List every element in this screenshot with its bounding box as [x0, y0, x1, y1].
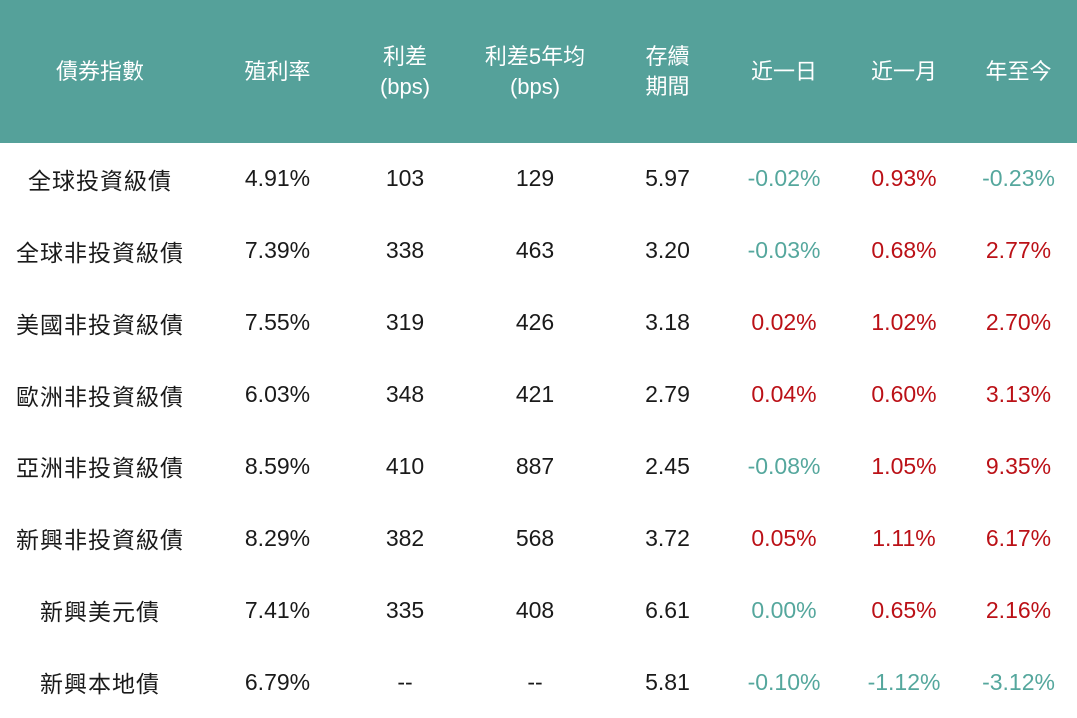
table-row: 新興本地債 6.79% -- -- 5.81 -0.10% -1.12% -3.… [0, 646, 1077, 718]
change-ytd-value: -0.23% [982, 165, 1055, 192]
table-row: 亞洲非投資級債 8.59% 410 887 2.45 -0.08% 1.05% … [0, 431, 1077, 503]
change-ytd-value: -3.12% [982, 668, 1055, 695]
header-yield-label: 殖利率 [244, 58, 311, 84]
duration-value: 5.81 [645, 668, 690, 695]
spread-5y-value: 463 [515, 237, 555, 264]
bond-index-name: 歐洲非投資級債 [16, 383, 184, 410]
bond-index-name: 新興美元債 [40, 599, 160, 626]
duration-value: 3.18 [645, 309, 690, 336]
spread-value: 335 [385, 596, 425, 623]
spread-value: 348 [385, 381, 425, 408]
change-ytd-value: 2.16% [985, 596, 1052, 623]
change-1m-value: -1.12% [867, 668, 941, 695]
change-1m-value: 0.65% [871, 596, 937, 623]
table-row: 全球投資級債 4.91% 103 129 5.97 -0.02% 0.93% -… [0, 143, 1077, 215]
table-row: 全球非投資級債 7.39% 338 463 3.20 -0.03% 0.68% … [0, 215, 1077, 287]
yield-value: 8.29% [244, 524, 311, 551]
header-bond-index-label: 債券指數 [55, 58, 144, 84]
change-1d-value: 0.04% [751, 381, 817, 408]
change-1m-value: 0.68% [871, 237, 937, 264]
bond-index-name: 新興非投資級債 [16, 527, 184, 554]
change-1m-value: 1.11% [872, 524, 936, 551]
header-bond-index: 債券指數 [0, 57, 200, 87]
spread-value: 382 [385, 524, 425, 551]
spread-5y-value: 421 [515, 381, 555, 408]
duration-value: 3.20 [645, 237, 690, 264]
header-ytd: 年至今 [985, 58, 1052, 84]
change-ytd-value: 2.70% [985, 309, 1052, 336]
change-1m-value: 0.93% [871, 165, 937, 192]
spread-value: -- [397, 668, 413, 695]
yield-value: 7.55% [244, 309, 311, 336]
header-1-month: 近一月 [870, 58, 937, 84]
bond-index-name: 全球投資級債 [28, 167, 172, 194]
change-ytd-value: 9.35% [985, 452, 1052, 479]
spread-value: 410 [385, 452, 425, 479]
change-1d-value: -0.08% [747, 452, 821, 479]
table-row: 美國非投資級債 7.55% 319 426 3.18 0.02% 1.02% 2… [0, 287, 1077, 359]
spread-5y-value: 129 [515, 165, 555, 192]
yield-value: 7.39% [244, 237, 311, 264]
change-ytd-value: 2.77% [985, 237, 1052, 264]
spread-5y-value: 568 [515, 524, 555, 551]
bond-index-name: 亞洲非投資級債 [16, 455, 184, 482]
spread-value: 338 [385, 237, 425, 264]
header-duration: 存續 期間 [645, 43, 690, 99]
yield-value: 8.59% [244, 452, 311, 479]
change-1d-value: 0.02% [751, 309, 817, 336]
table-header-row: 債券指數 殖利率 利差 (bps) 利差5年均 (bps) 存續 期間 近一日 近一月… [0, 0, 1077, 143]
yield-value: 6.03% [244, 381, 311, 408]
table-row: 歐洲非投資級債 6.03% 348 421 2.79 0.04% 0.60% 3… [0, 359, 1077, 431]
bond-index-name: 新興本地債 [40, 671, 160, 698]
change-1m-value: 0.60% [871, 381, 937, 408]
header-spread-5y-avg: 利差5年均 (bps) [484, 43, 586, 99]
spread-value: 103 [385, 165, 425, 192]
change-1d-value: -0.03% [747, 237, 821, 264]
bond-index-name: 美國非投資級債 [16, 311, 184, 338]
change-1d-value: -0.02% [747, 165, 821, 192]
change-ytd-value: 6.17% [985, 524, 1052, 551]
yield-value: 6.79% [244, 668, 311, 695]
spread-value: 319 [385, 309, 425, 336]
duration-value: 2.79 [645, 381, 690, 408]
header-1-day: 近一日 [750, 58, 817, 84]
yield-value: 4.91% [244, 165, 311, 192]
change-1m-value: 1.05% [871, 452, 937, 479]
duration-value: 6.61 [645, 596, 690, 623]
yield-value: 7.41% [244, 596, 311, 623]
spread-5y-value: 426 [515, 309, 555, 336]
spread-5y-value: 887 [515, 452, 555, 479]
table-row: 新興非投資級債 8.29% 382 568 3.72 0.05% 1.11% 6… [0, 502, 1077, 574]
duration-value: 5.97 [645, 165, 690, 192]
change-1d-value: 0.00% [751, 596, 817, 623]
change-1d-value: -0.10% [747, 668, 821, 695]
table-row: 新興美元債 7.41% 335 408 6.61 0.00% 0.65% 2.1… [0, 574, 1077, 646]
bond-index-name: 全球非投資級債 [16, 239, 184, 266]
spread-5y-value: -- [527, 668, 543, 695]
change-1d-value: 0.05% [751, 524, 817, 551]
header-spread: 利差 (bps) [379, 43, 431, 99]
spread-5y-value: 408 [515, 596, 555, 623]
change-1m-value: 1.02% [871, 309, 937, 336]
duration-value: 2.45 [645, 452, 690, 479]
duration-value: 3.72 [645, 524, 690, 551]
header-yield: 殖利率 [200, 57, 355, 87]
table-body: 全球投資級債 4.91% 103 129 5.97 -0.02% 0.93% -… [0, 143, 1077, 718]
change-ytd-value: 3.13% [985, 381, 1052, 408]
